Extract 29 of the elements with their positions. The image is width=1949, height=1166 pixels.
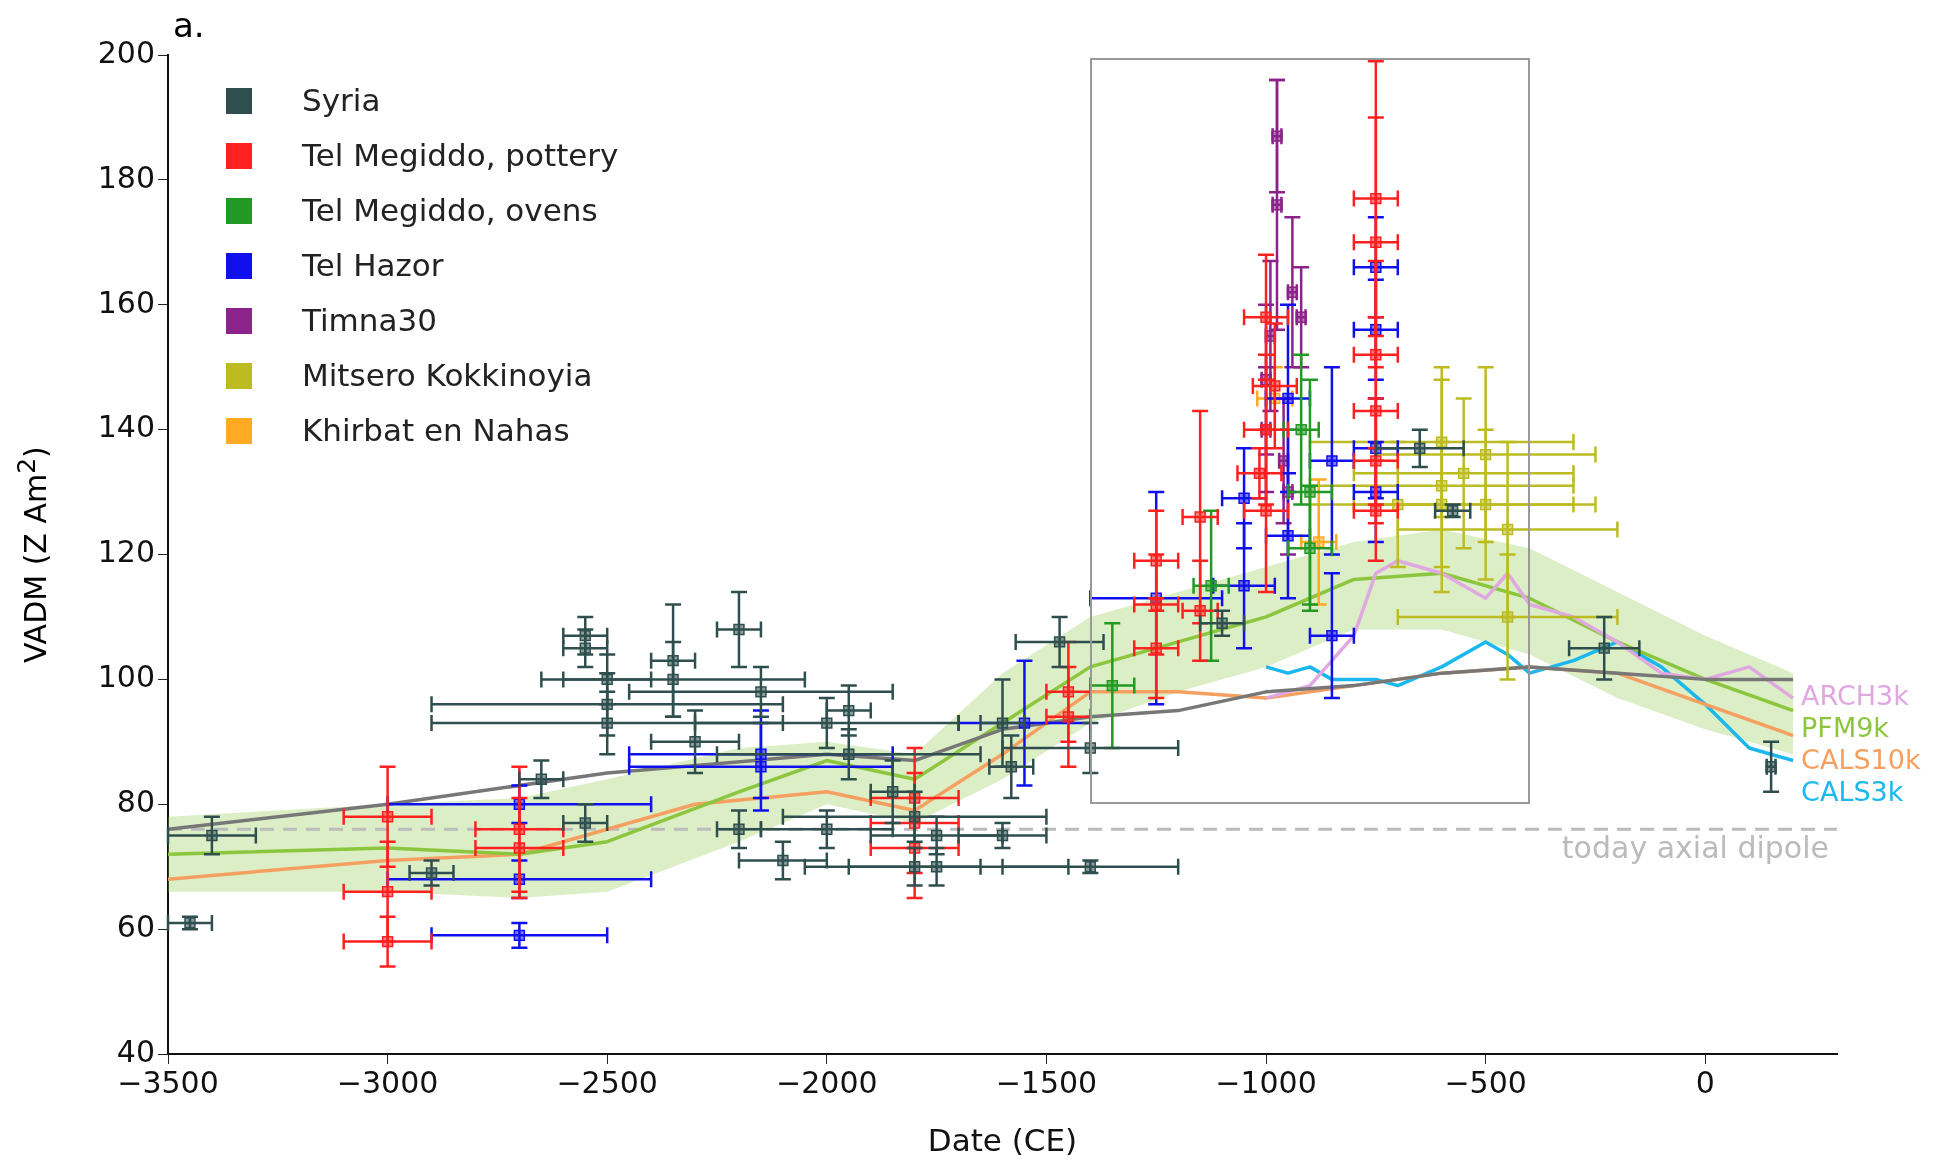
series-label: CALS3k xyxy=(1801,776,1904,808)
x-tick-label: −1000 xyxy=(1215,1064,1317,1100)
legend-label: Tel Megiddo, ovens xyxy=(302,191,598,230)
y-tick-label: 80 xyxy=(116,784,155,820)
x-tick-label: −500 xyxy=(1444,1064,1527,1100)
ref-line-label: today axial dipole xyxy=(1561,830,1829,866)
y-tick-label: 160 xyxy=(97,284,155,320)
x-axis-title: Date (CE) xyxy=(927,1122,1078,1159)
y-tick-label: 140 xyxy=(97,409,155,445)
legend-label: Timna30 xyxy=(302,301,437,340)
legend-label: Tel Hazor xyxy=(302,246,444,285)
legend-label: Tel Megiddo, pottery xyxy=(302,136,619,175)
x-tick-label: 0 xyxy=(1695,1064,1715,1100)
legend-label: Syria xyxy=(302,81,381,120)
y-tick-label: 180 xyxy=(97,159,155,195)
series-label: PFM9k xyxy=(1801,712,1890,744)
text: a. xyxy=(173,5,205,45)
x-tick-label: −2500 xyxy=(556,1064,658,1100)
x-tick-label: −1500 xyxy=(995,1064,1098,1100)
x-tick-label: −3000 xyxy=(336,1064,439,1100)
legend-label: Mitsero Kokkinoyia xyxy=(302,356,593,395)
y-tick-label: 200 xyxy=(97,34,155,70)
x-tick-label: −2000 xyxy=(776,1064,878,1100)
y-tick-label: 60 xyxy=(116,908,155,944)
y-tick-label: 120 xyxy=(97,534,155,570)
legend-label: Khirbat en Nahas xyxy=(302,411,570,450)
series-label: ARCH3k xyxy=(1801,680,1910,712)
y-tick-label: 100 xyxy=(97,659,155,695)
series-label: CALS10k xyxy=(1801,744,1921,776)
